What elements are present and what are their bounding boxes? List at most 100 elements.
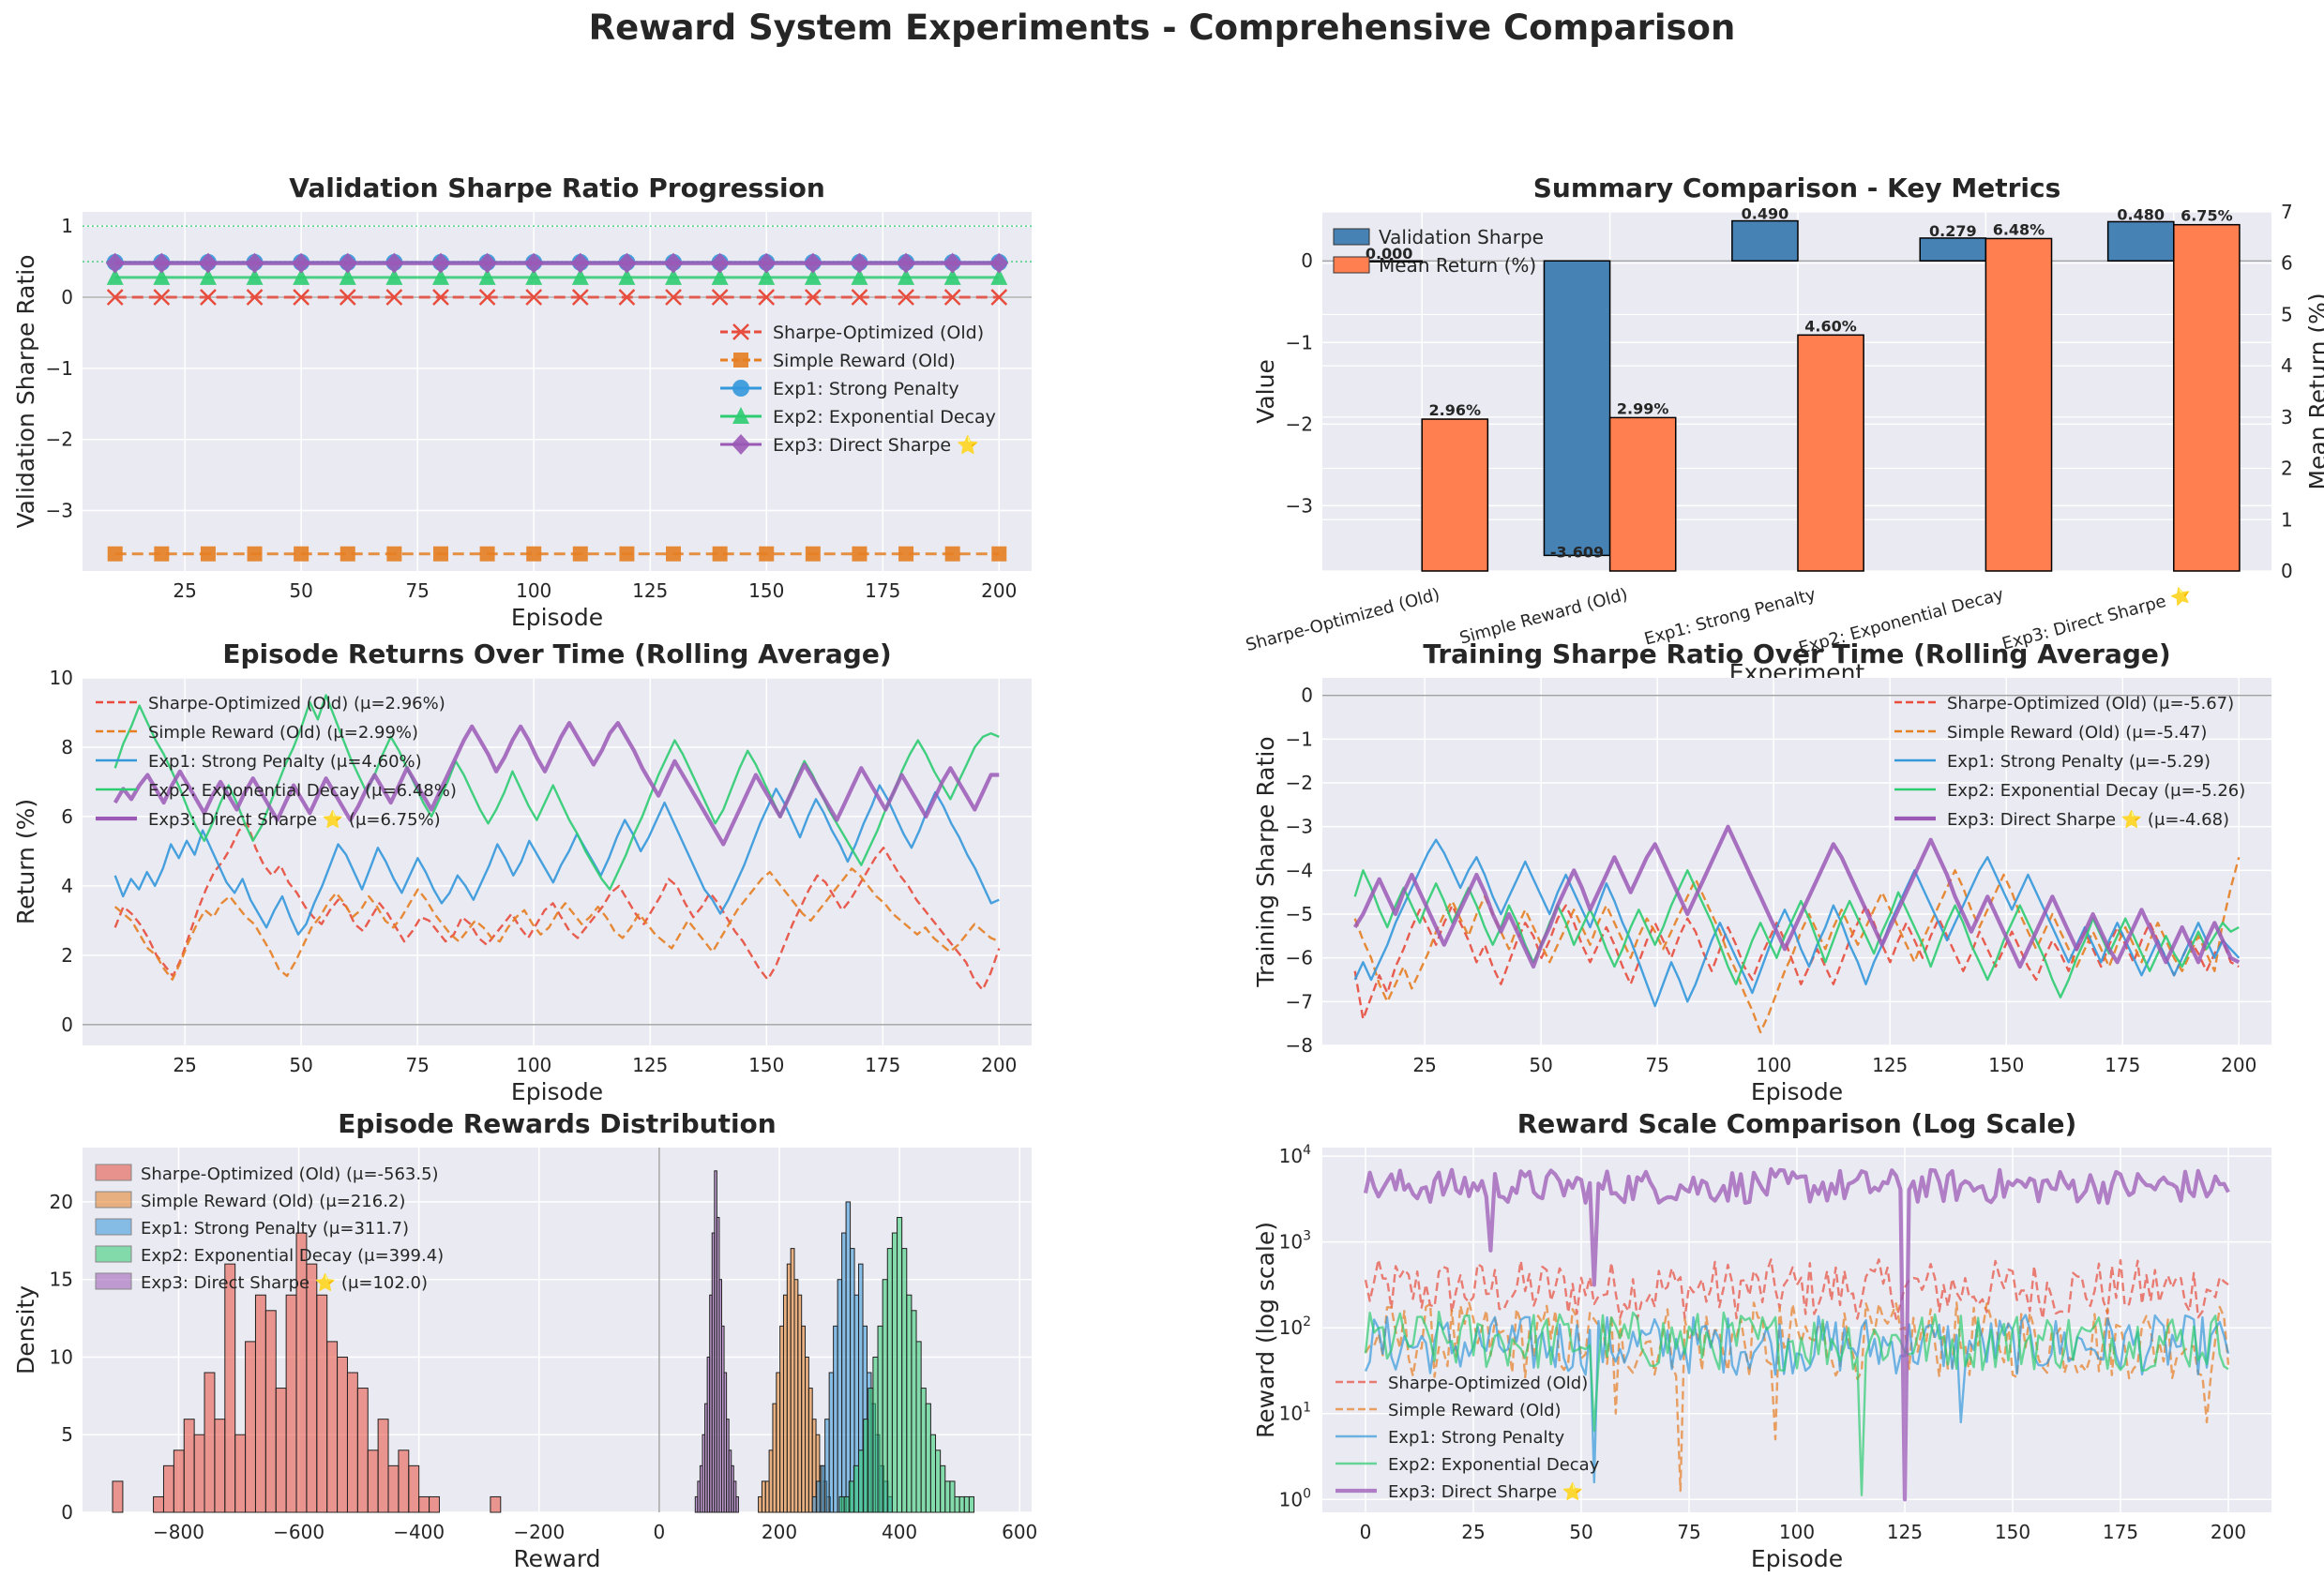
histogram-bar	[285, 1294, 297, 1513]
x-tick-label: 125	[1887, 1521, 1923, 1543]
histogram-bar	[858, 1449, 865, 1513]
data-point	[106, 289, 124, 306]
histogram-bar	[429, 1495, 440, 1513]
data-point	[758, 267, 776, 285]
bar-value-label: 0.480	[2117, 205, 2165, 223]
histogram-bar	[843, 1495, 850, 1513]
x-tick-label: 400	[882, 1521, 917, 1543]
data-point	[898, 267, 915, 285]
x-tick-label: 75	[405, 579, 429, 602]
histogram-bar	[882, 1279, 888, 1513]
data-point	[733, 353, 748, 368]
data-point	[199, 267, 217, 285]
x-axis-label: Episode	[1751, 1545, 1843, 1572]
histogram-bar	[779, 1325, 784, 1513]
data-point	[245, 252, 264, 274]
x-tick-label: −800	[153, 1521, 204, 1543]
histogram-bar	[868, 1388, 874, 1513]
chart-title: Training Sharpe Ratio Over Time (Rolling…	[1423, 638, 2170, 669]
histogram-bar	[234, 1434, 247, 1513]
x-tick-label: 200	[981, 579, 1017, 602]
data-point	[292, 252, 311, 274]
histogram-series	[838, 1216, 975, 1513]
data-point	[247, 546, 263, 562]
histogram-bar	[816, 1480, 822, 1513]
data-point	[665, 289, 682, 306]
bar-value-label: 6.48%	[1993, 220, 2045, 238]
chart-title: Summary Comparison - Key Metrics	[1533, 173, 2061, 203]
histogram-bar	[877, 1325, 883, 1513]
histogram-bar	[906, 1294, 913, 1513]
legend-entry: Simple Reward (Old)	[773, 351, 956, 371]
x-tick-label: 125	[632, 579, 668, 602]
histogram-bar	[901, 1248, 908, 1513]
y-axis-label: Density	[12, 1285, 39, 1374]
data-point	[851, 267, 868, 285]
histogram-bar	[153, 1495, 164, 1513]
data-point	[943, 267, 961, 285]
histogram-bar	[949, 1480, 956, 1513]
data-point	[431, 267, 449, 285]
data-point	[850, 252, 869, 274]
data-point	[478, 289, 496, 306]
histogram-bar	[772, 1403, 777, 1513]
chart-title: Episode Returns Over Time (Rolling Avera…	[222, 638, 891, 669]
histogram-bar	[828, 1372, 835, 1513]
data-point	[732, 380, 749, 397]
legend-entry: Exp3: Direct Sharpe ⭐ (μ=102.0)	[141, 1272, 428, 1293]
y-tick-label: −6	[1286, 947, 1313, 969]
data-point	[664, 252, 684, 274]
legend-entry: Sharpe-Optimized (Old)	[773, 323, 984, 343]
histogram-bar	[863, 1419, 869, 1513]
y-tick-label: −1	[46, 357, 73, 380]
histogram-bar	[944, 1480, 951, 1513]
x-tick-label: 175	[2105, 1054, 2140, 1076]
series-line	[105, 252, 1009, 274]
series-line	[113, 721, 1000, 847]
y-tick-label: 6	[61, 805, 73, 828]
legend-entry: Exp1: Strong Penalty	[1388, 1428, 1565, 1448]
y-tick-label: 15	[50, 1269, 73, 1291]
data-point	[198, 252, 218, 274]
data-point	[732, 434, 750, 455]
x-tick-label: 100	[1756, 1054, 1791, 1076]
legend-entry: Simple Reward (Old) (μ=216.2)	[141, 1192, 405, 1211]
bar-validation-sharpe	[1543, 260, 1611, 557]
histogram-bar	[920, 1388, 927, 1513]
histogram-bar	[758, 1495, 762, 1513]
y-tick-label: 5	[61, 1423, 73, 1446]
legend-entry: Exp3: Direct Sharpe ⭐	[1388, 1481, 1583, 1502]
histogram-bar	[306, 1263, 318, 1513]
bar-mean-return	[1421, 418, 1489, 572]
data-point	[385, 267, 403, 285]
histogram-bar	[735, 1495, 739, 1513]
y-tick-label: −4	[1286, 859, 1313, 881]
histogram-bar	[264, 1310, 277, 1513]
series-line	[1364, 1301, 2230, 1493]
y-tick-exponent: 3	[1303, 1229, 1311, 1244]
y-tick-label: −2	[1286, 413, 1313, 435]
data-point	[804, 267, 822, 285]
histogram-bar	[786, 1263, 792, 1513]
y-tick-label: 1	[61, 215, 73, 237]
histogram-bar	[793, 1279, 799, 1513]
series-line	[1364, 1310, 2229, 1496]
histogram-bar	[886, 1248, 893, 1513]
histogram-bar	[224, 1263, 236, 1513]
x-tick-label: 50	[1569, 1521, 1592, 1543]
x-tick-label: 150	[748, 579, 784, 602]
histogram-bar	[254, 1294, 266, 1513]
x-tick-label: 175	[865, 579, 900, 602]
histogram-bar	[346, 1372, 358, 1513]
chart-title: Episode Rewards Distribution	[338, 1108, 776, 1139]
bar-value-label: 0.279	[1929, 222, 1977, 240]
x-tick-label: 600	[1002, 1521, 1037, 1543]
bar-value-label: 2.96%	[1429, 401, 1482, 419]
legend-swatch	[95, 1164, 132, 1181]
data-point	[525, 267, 543, 285]
histogram-bar	[963, 1495, 970, 1513]
data-point	[710, 252, 730, 274]
data-point	[294, 546, 309, 562]
histogram-bar	[387, 1464, 400, 1513]
x-tick-label: 200	[2221, 1054, 2256, 1076]
